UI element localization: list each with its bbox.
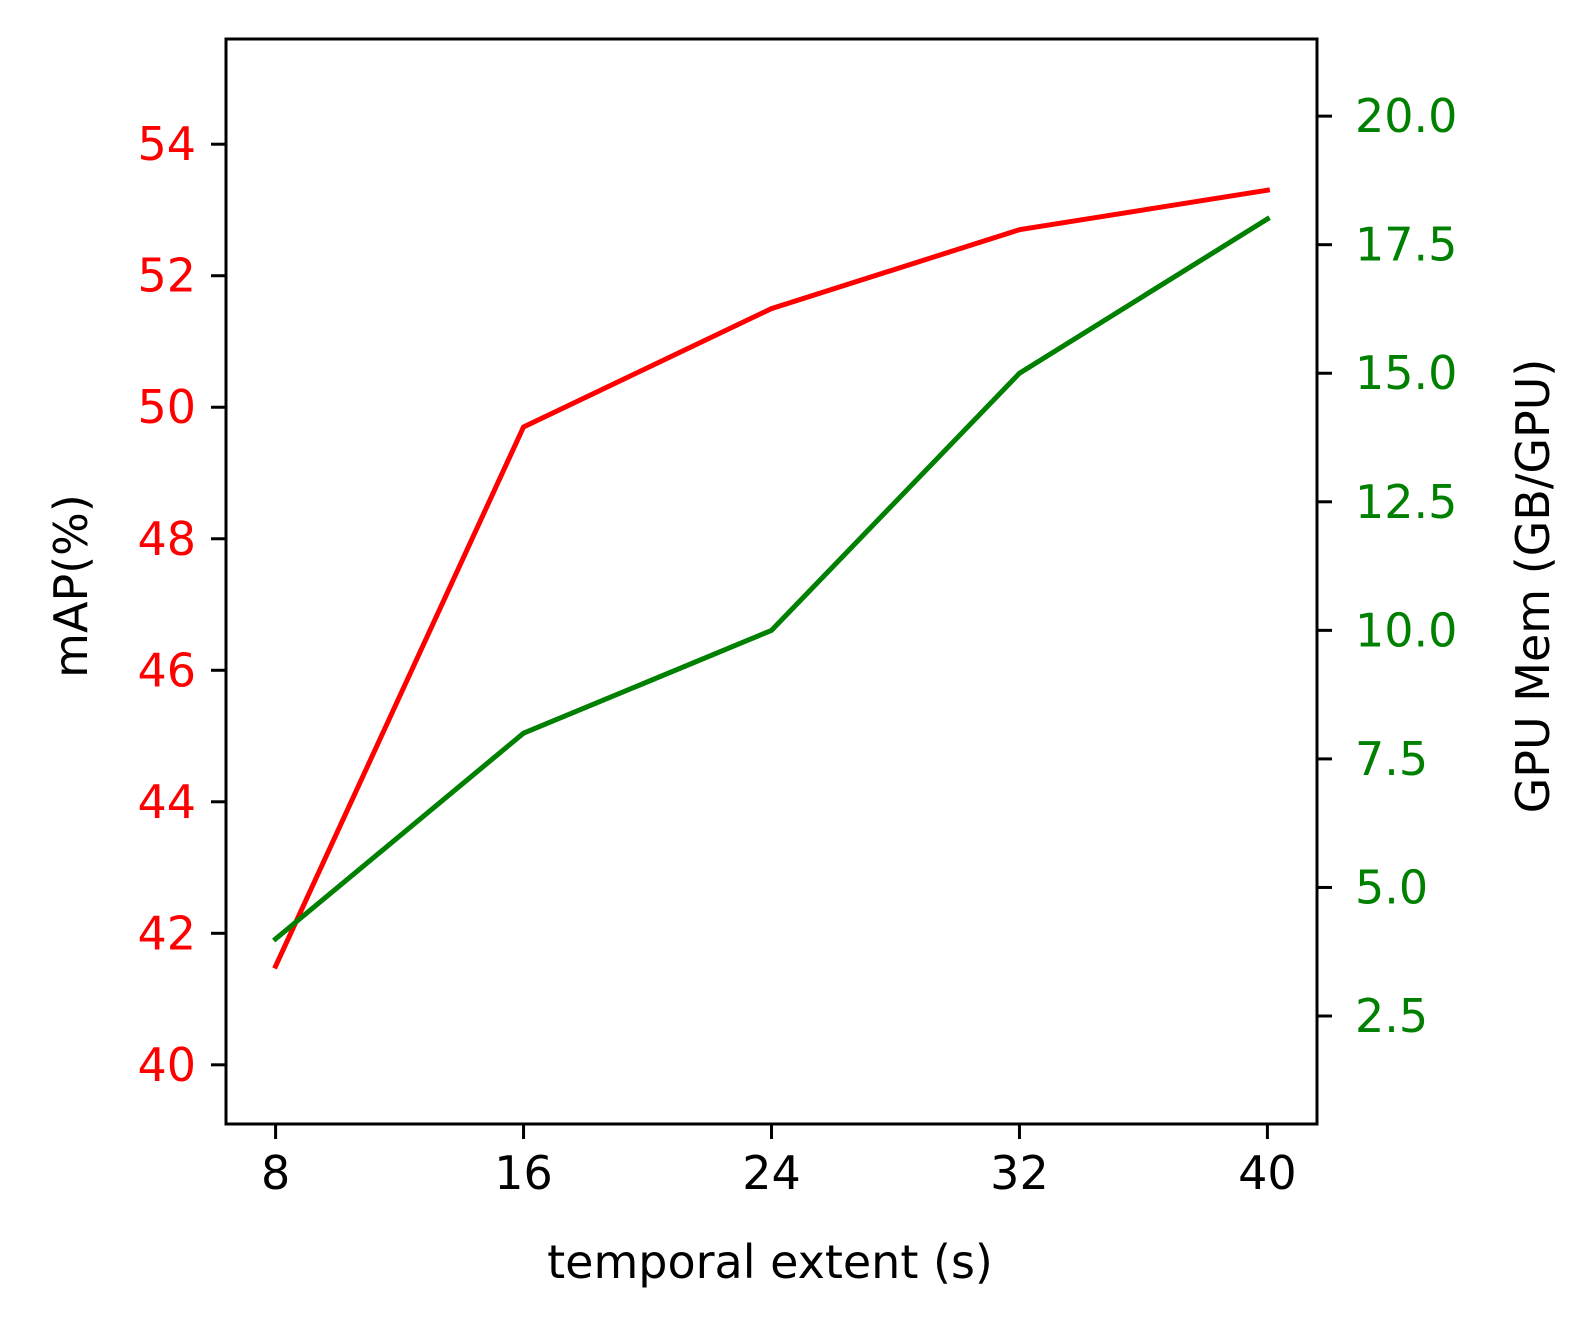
x-tick-label: 16 <box>494 1146 553 1200</box>
x-tick-label: 32 <box>990 1146 1049 1200</box>
y-left-tick-label: 44 <box>137 775 196 829</box>
x-tick-label: 24 <box>742 1146 801 1200</box>
axes-layer <box>224 37 1319 1126</box>
y-left-axis-title: mAP(%) <box>44 494 98 678</box>
x-tick-label: 8 <box>261 1146 290 1200</box>
y-right-tick-label: 10.0 <box>1355 603 1457 657</box>
y-right-tick-label: 7.5 <box>1355 732 1428 786</box>
x-tick-label: 40 <box>1238 1146 1297 1200</box>
series-layer <box>272 187 1271 970</box>
y-right-tick-label: 15.0 <box>1355 346 1457 400</box>
y-left-tick-label: 52 <box>137 249 196 303</box>
y-right-tick-label: 12.5 <box>1355 475 1457 529</box>
y-left-tick-label: 46 <box>137 643 196 697</box>
x-axis-title: temporal extent (s) <box>547 1235 993 1289</box>
ticks-layer: 8 16 24 32 40 40 42 44 46 48 50 52 54 2.5 5.0 7.5 10.0 12… <box>137 89 1457 1200</box>
y-right-tick-label: 17.5 <box>1355 218 1457 272</box>
y-left-tick-label: 50 <box>137 380 196 434</box>
series-line-map <box>272 187 1271 970</box>
y-right-tick-label: 20.0 <box>1355 89 1457 143</box>
y-left-tick-label: 40 <box>137 1038 196 1092</box>
y-left-tick-label: 42 <box>137 906 196 960</box>
y-right-axis-title: GPU Mem (GB/GPU) <box>1506 359 1560 814</box>
y-right-tick-label: 2.5 <box>1355 989 1428 1043</box>
y-left-tick-label: 48 <box>137 512 196 566</box>
plot-frame <box>224 37 1319 1126</box>
series-line-gpu-mem <box>272 215 1271 943</box>
y-left-tick-label: 54 <box>137 117 196 171</box>
y-right-tick-label: 5.0 <box>1355 860 1428 914</box>
